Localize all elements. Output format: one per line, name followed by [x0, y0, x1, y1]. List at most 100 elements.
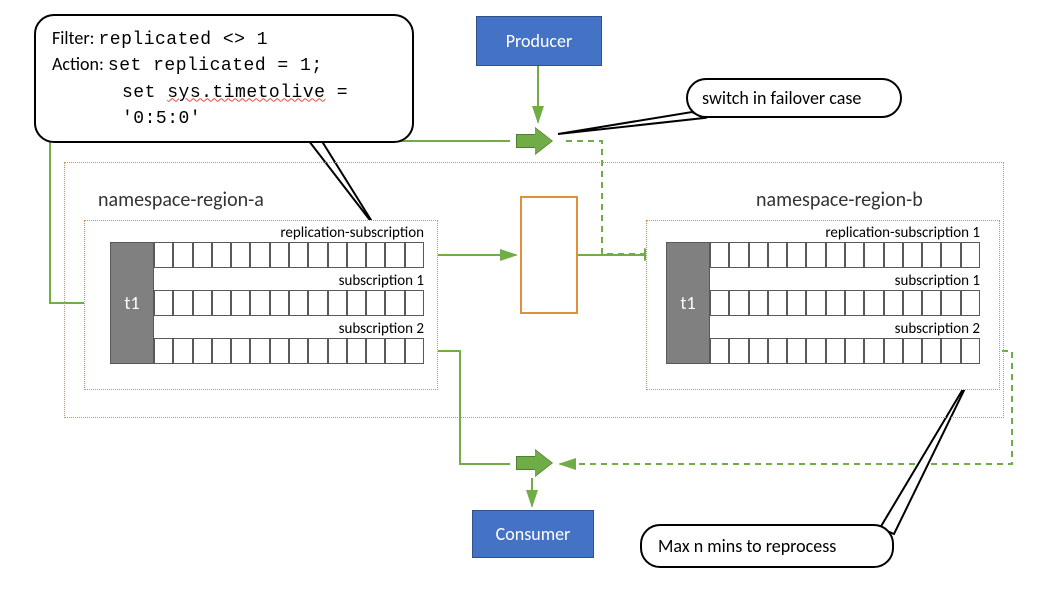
queue-cell [826, 338, 845, 364]
region-a-q2-label: subscription 1 [339, 272, 424, 290]
queue-cell [289, 338, 308, 364]
producer-label: Producer [506, 30, 573, 52]
queue-cell [173, 242, 192, 268]
region-a-q2 [154, 290, 424, 316]
switch-callout-text: switch in failover case [702, 87, 861, 109]
queue-cell [231, 242, 250, 268]
queue-cell [193, 290, 212, 316]
reprocess-callout-text: Max n mins to reprocess [658, 535, 836, 557]
region-b-q3 [710, 338, 980, 364]
queue-cell [864, 338, 883, 364]
queue-cell [231, 338, 250, 364]
region-b-q1-label: replication-subscription 1 [825, 224, 980, 242]
queue-cell [212, 242, 231, 268]
queue-cell [903, 242, 922, 268]
consumer-box: Consumer [472, 510, 594, 558]
region-b-title: namespace-region-b [756, 188, 923, 212]
queue-cell [845, 338, 864, 364]
region-a-title: namespace-region-a [98, 188, 264, 212]
region-b-topic-label: t1 [680, 292, 695, 314]
queue-cell [729, 290, 748, 316]
queue-cell [385, 242, 404, 268]
queue-cell [250, 242, 269, 268]
queue-cell [193, 242, 212, 268]
queue-cell [787, 338, 806, 364]
queue-cell [961, 290, 980, 316]
queue-cell [864, 290, 883, 316]
queue-cell [405, 338, 424, 364]
queue-cell [961, 242, 980, 268]
queue-cell [768, 242, 787, 268]
function-box [520, 196, 578, 314]
queue-cell [749, 290, 768, 316]
queue-cell [787, 290, 806, 316]
queue-cell [270, 242, 289, 268]
queue-cell [806, 290, 825, 316]
queue-cell [154, 290, 173, 316]
region-a-topic: t1 [110, 242, 154, 364]
queue-cell [405, 242, 424, 268]
queue-cell [347, 290, 366, 316]
queue-cell [385, 290, 404, 316]
queue-cell [212, 338, 231, 364]
queue-cell [173, 290, 192, 316]
region-b-topic: t1 [666, 242, 710, 364]
queue-cell [922, 338, 941, 364]
queue-cell [328, 290, 347, 316]
queue-cell [768, 290, 787, 316]
queue-cell [154, 338, 173, 364]
queue-cell [710, 290, 729, 316]
queue-cell [154, 242, 173, 268]
region-a-q1-label: replication-subscription [280, 224, 424, 242]
queue-cell [845, 242, 864, 268]
queue-cell [366, 242, 385, 268]
queue-cell [806, 338, 825, 364]
queue-cell [270, 290, 289, 316]
queue-cell [347, 242, 366, 268]
queue-cell [845, 290, 864, 316]
queue-cell [961, 338, 980, 364]
queue-cell [884, 242, 903, 268]
queue-cell [729, 242, 748, 268]
consumer-label: Consumer [496, 523, 571, 545]
queue-cell [289, 242, 308, 268]
queue-cell [270, 338, 289, 364]
queue-cell [941, 290, 960, 316]
region-b-q2 [710, 290, 980, 316]
producer-box: Producer [476, 16, 602, 66]
filter-line2: Action: set replicated = 1; [52, 52, 396, 78]
queue-cell [941, 338, 960, 364]
queue-cell [250, 338, 269, 364]
queue-cell [308, 290, 327, 316]
queue-cell [864, 242, 883, 268]
region-b-q1 [710, 242, 980, 268]
region-a-q3 [154, 338, 424, 364]
queue-cell [922, 290, 941, 316]
queue-cell [405, 290, 424, 316]
filter-callout: Filter: replicated <> 1 Action: set repl… [34, 14, 414, 143]
queue-cell [903, 290, 922, 316]
region-a-q1 [154, 242, 424, 268]
region-a-topic-label: t1 [124, 292, 139, 314]
queue-cell [710, 338, 729, 364]
queue-cell [289, 290, 308, 316]
queue-cell [826, 242, 845, 268]
queue-cell [941, 242, 960, 268]
consumer-arrow-icon [516, 450, 552, 476]
queue-cell [231, 290, 250, 316]
queue-cell [884, 338, 903, 364]
queue-cell [308, 242, 327, 268]
region-a-q3-label: subscription 2 [339, 320, 424, 338]
region-b-q2-label: subscription 1 [895, 272, 980, 290]
queue-cell [922, 242, 941, 268]
queue-cell [903, 338, 922, 364]
queue-cell [366, 338, 385, 364]
queue-cell [826, 290, 845, 316]
queue-cell [193, 338, 212, 364]
queue-cell [328, 338, 347, 364]
queue-cell [385, 338, 404, 364]
queue-cell [328, 242, 347, 268]
queue-cell [787, 242, 806, 268]
queue-cell [884, 290, 903, 316]
queue-cell [173, 338, 192, 364]
